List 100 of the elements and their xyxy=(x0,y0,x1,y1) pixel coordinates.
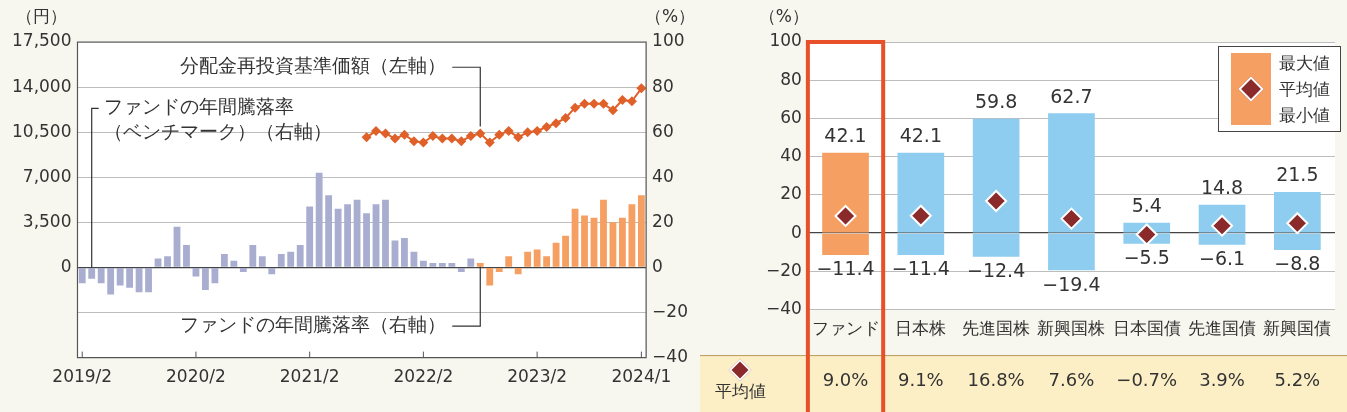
data-label: −8.8 xyxy=(1274,252,1321,275)
x-tick-label: 2020/2 xyxy=(166,366,226,387)
bar xyxy=(249,244,257,267)
point xyxy=(589,98,599,109)
bar xyxy=(822,152,869,233)
bar xyxy=(543,256,551,267)
y-tick-label: 80 xyxy=(780,68,802,89)
point xyxy=(570,102,581,113)
y2-tick-label: −40 xyxy=(652,346,689,367)
bar xyxy=(448,262,456,267)
text: 分配金再投資基準価額（左軸） xyxy=(180,54,447,77)
bar xyxy=(202,268,209,290)
bar xyxy=(268,268,276,275)
point xyxy=(446,133,457,144)
data-label: −11.4 xyxy=(816,257,875,280)
bar xyxy=(183,244,190,267)
point xyxy=(598,98,609,109)
bar xyxy=(438,262,446,267)
point xyxy=(437,133,448,144)
x-tick-label: 2024/1 xyxy=(611,366,672,387)
bar xyxy=(637,195,645,267)
point xyxy=(579,98,590,109)
bar xyxy=(897,233,945,255)
data-label: −6.1 xyxy=(1198,247,1246,270)
bar xyxy=(334,208,342,267)
y-tick-label: 7,000 xyxy=(22,165,72,186)
data-label: −5.5 xyxy=(1123,246,1170,269)
bar xyxy=(429,262,437,267)
data-label: 5.2% xyxy=(1274,369,1321,391)
bar xyxy=(1048,113,1095,233)
y2-axis-title: （%） xyxy=(644,5,696,26)
bar xyxy=(457,268,465,272)
point xyxy=(1135,223,1158,246)
point xyxy=(909,204,932,227)
x-tick-label: ファンド xyxy=(811,318,880,339)
bar xyxy=(822,233,869,255)
data-label: 59.8 xyxy=(974,90,1018,113)
data-label: 42.1 xyxy=(824,124,867,147)
y-axis-title: （円） xyxy=(16,5,68,26)
y2-tick-label: 60 xyxy=(652,120,674,141)
point xyxy=(617,94,628,105)
y-tick-label: 40 xyxy=(780,145,802,166)
data-label: 62.7 xyxy=(1050,84,1093,107)
bar xyxy=(628,204,636,267)
text: 平均値 xyxy=(714,381,766,402)
bar xyxy=(524,251,532,267)
bar xyxy=(154,258,162,267)
point xyxy=(551,118,562,129)
data-label: 16.8% xyxy=(967,369,1025,391)
point xyxy=(532,125,543,136)
bar xyxy=(505,256,513,267)
x-tick-label: 新興国債 xyxy=(1263,318,1332,339)
bar xyxy=(239,268,247,272)
data-label: 9.1% xyxy=(897,369,944,391)
x-tick-label: 先進国株 xyxy=(962,318,1031,339)
bar xyxy=(1198,233,1246,245)
bar xyxy=(401,238,408,267)
y-tick-label: 20 xyxy=(780,183,802,204)
y-tick-label: 10,500 xyxy=(12,120,72,141)
point xyxy=(560,113,571,123)
point xyxy=(494,129,505,140)
point xyxy=(1060,207,1083,230)
y-axis-title: （%） xyxy=(758,5,810,26)
y-tick-label: 3,500 xyxy=(22,210,72,231)
data-label: −0.7% xyxy=(1116,369,1178,391)
bar xyxy=(306,206,314,267)
bar xyxy=(78,268,86,284)
x-tick-label: 2019/2 xyxy=(52,366,113,387)
data-label: 21.5 xyxy=(1276,163,1319,186)
bar xyxy=(1048,233,1095,271)
data-label: 14.8 xyxy=(1200,176,1244,199)
bar xyxy=(116,268,124,286)
bar xyxy=(467,258,475,267)
point xyxy=(465,131,476,142)
bar xyxy=(220,253,228,267)
x-tick-label: 日本国債 xyxy=(1112,318,1181,339)
bar xyxy=(552,242,560,267)
y-tick-label: 0 xyxy=(791,221,802,242)
bar xyxy=(88,268,96,279)
y2-tick-label: 80 xyxy=(652,75,674,96)
point xyxy=(427,131,438,142)
x-tick-label: 2021/2 xyxy=(279,366,340,387)
bar xyxy=(164,256,171,267)
point xyxy=(371,125,382,136)
bar xyxy=(344,204,351,267)
data-label: −12.4 xyxy=(967,259,1026,282)
bar xyxy=(486,268,494,286)
y-tick-label: −40 xyxy=(765,298,802,319)
bar xyxy=(287,251,295,267)
bar xyxy=(126,268,134,288)
point xyxy=(503,125,514,136)
bar xyxy=(1274,233,1321,250)
bar xyxy=(514,268,522,275)
y2-tick-label: 40 xyxy=(652,165,674,186)
point xyxy=(985,190,1008,213)
point xyxy=(380,128,391,139)
bar xyxy=(581,215,588,267)
x-tick-label: 先進国債 xyxy=(1188,318,1257,339)
x-tick-label: 日本株 xyxy=(895,318,947,339)
bar xyxy=(107,268,115,295)
